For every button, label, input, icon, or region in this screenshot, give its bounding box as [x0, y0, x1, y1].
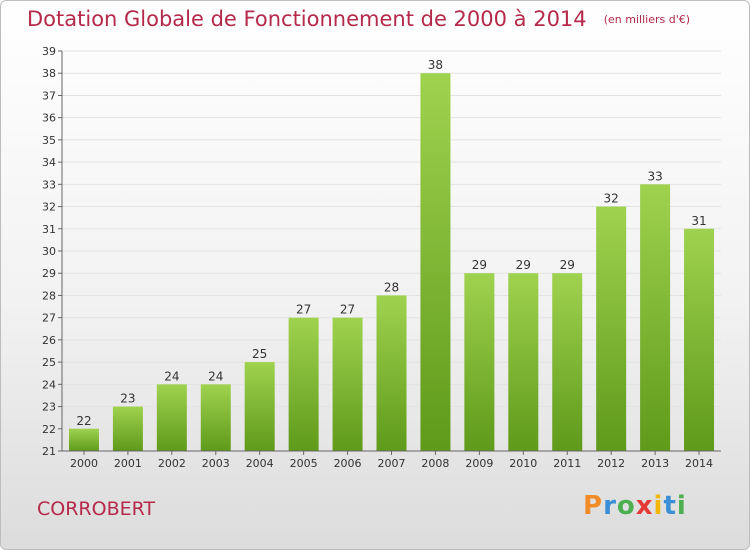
- bar-value-label: 27: [340, 303, 355, 317]
- logo-letter: P: [583, 491, 604, 521]
- y-tick-label: 22: [42, 423, 56, 436]
- y-tick-label: 24: [42, 378, 56, 391]
- x-tick-label: 2006: [334, 457, 362, 470]
- logo-letter: x: [635, 491, 654, 521]
- x-tick-label: 2012: [597, 457, 625, 470]
- bar-2002: [156, 384, 187, 451]
- commune-name: CORROBERT: [37, 498, 156, 520]
- bar-2014: [684, 228, 715, 451]
- bar-2009: [464, 273, 495, 451]
- x-tick-label: 2002: [158, 457, 186, 470]
- logo-letter: t: [663, 491, 677, 521]
- y-tick-label: 35: [42, 134, 56, 147]
- y-tick-label: 30: [42, 245, 56, 258]
- y-tick-label: 34: [42, 156, 56, 169]
- x-tick-label: 2011: [553, 457, 581, 470]
- bar-2012: [596, 206, 627, 451]
- chart-title: Dotation Globale de Fonctionnement de 20…: [27, 7, 690, 31]
- bar-value-label: 32: [604, 192, 619, 206]
- chart-title-text: Dotation Globale de Fonctionnement de 20…: [27, 7, 587, 31]
- logo-letter: i: [653, 491, 664, 521]
- x-tick-label: 2001: [114, 457, 142, 470]
- y-tick-label: 33: [42, 178, 56, 191]
- y-tick-label: 37: [42, 89, 56, 102]
- bar-value-label: 29: [472, 258, 487, 272]
- bar-value-label: 28: [384, 280, 399, 294]
- bar-2007: [376, 295, 407, 451]
- x-tick-label: 2004: [246, 457, 274, 470]
- bar-value-label: 24: [164, 369, 179, 383]
- bar-2008: [420, 73, 451, 451]
- bar-value-label: 33: [647, 169, 662, 183]
- bar-2006: [332, 317, 363, 451]
- x-tick-label: 2010: [509, 457, 537, 470]
- bar-2011: [552, 273, 583, 451]
- x-tick-label: 2003: [202, 457, 230, 470]
- x-tick-label: 2013: [641, 457, 669, 470]
- bar-2013: [640, 184, 671, 452]
- x-tick-label: 2008: [421, 457, 449, 470]
- y-tick-label: 31: [42, 223, 56, 236]
- y-tick-label: 36: [42, 112, 56, 125]
- bar-value-label: 24: [208, 369, 223, 383]
- bar-value-label: 29: [516, 258, 531, 272]
- bar-value-label: 22: [76, 414, 91, 428]
- bar-value-label: 25: [252, 347, 267, 361]
- y-tick-label: 29: [42, 267, 56, 280]
- proxiti-logo: Proxiti: [583, 491, 687, 521]
- bar-2001: [112, 406, 143, 451]
- bar-value-label: 23: [120, 392, 135, 406]
- bar-2000: [68, 428, 99, 451]
- x-tick-label: 2009: [465, 457, 493, 470]
- y-tick-label: 25: [42, 356, 56, 369]
- bar-value-label: 31: [691, 214, 706, 228]
- bar-2010: [508, 273, 539, 451]
- bar-value-label: 38: [428, 58, 443, 72]
- y-tick-label: 27: [42, 312, 56, 325]
- logo-letter: i: [676, 491, 687, 521]
- x-tick-label: 2000: [70, 457, 98, 470]
- bar-2005: [288, 317, 319, 451]
- y-tick-label: 38: [42, 67, 56, 80]
- bar-2004: [244, 362, 275, 451]
- x-tick-label: 2014: [685, 457, 713, 470]
- bar-2003: [200, 384, 231, 451]
- y-tick-label: 32: [42, 201, 56, 214]
- x-tick-label: 2005: [290, 457, 318, 470]
- x-tick-label: 2007: [378, 457, 406, 470]
- chart-unit: (en milliers d'€): [603, 13, 691, 26]
- bar-value-label: 27: [296, 303, 311, 317]
- y-tick-label: 23: [42, 401, 56, 414]
- logo-letter: o: [616, 491, 636, 521]
- y-tick-label: 39: [42, 45, 56, 58]
- y-tick-label: 28: [42, 289, 56, 302]
- logo-letter: r: [603, 491, 617, 521]
- y-tick-label: 26: [42, 334, 56, 347]
- bar-value-label: 29: [560, 258, 575, 272]
- y-tick-label: 21: [42, 445, 56, 458]
